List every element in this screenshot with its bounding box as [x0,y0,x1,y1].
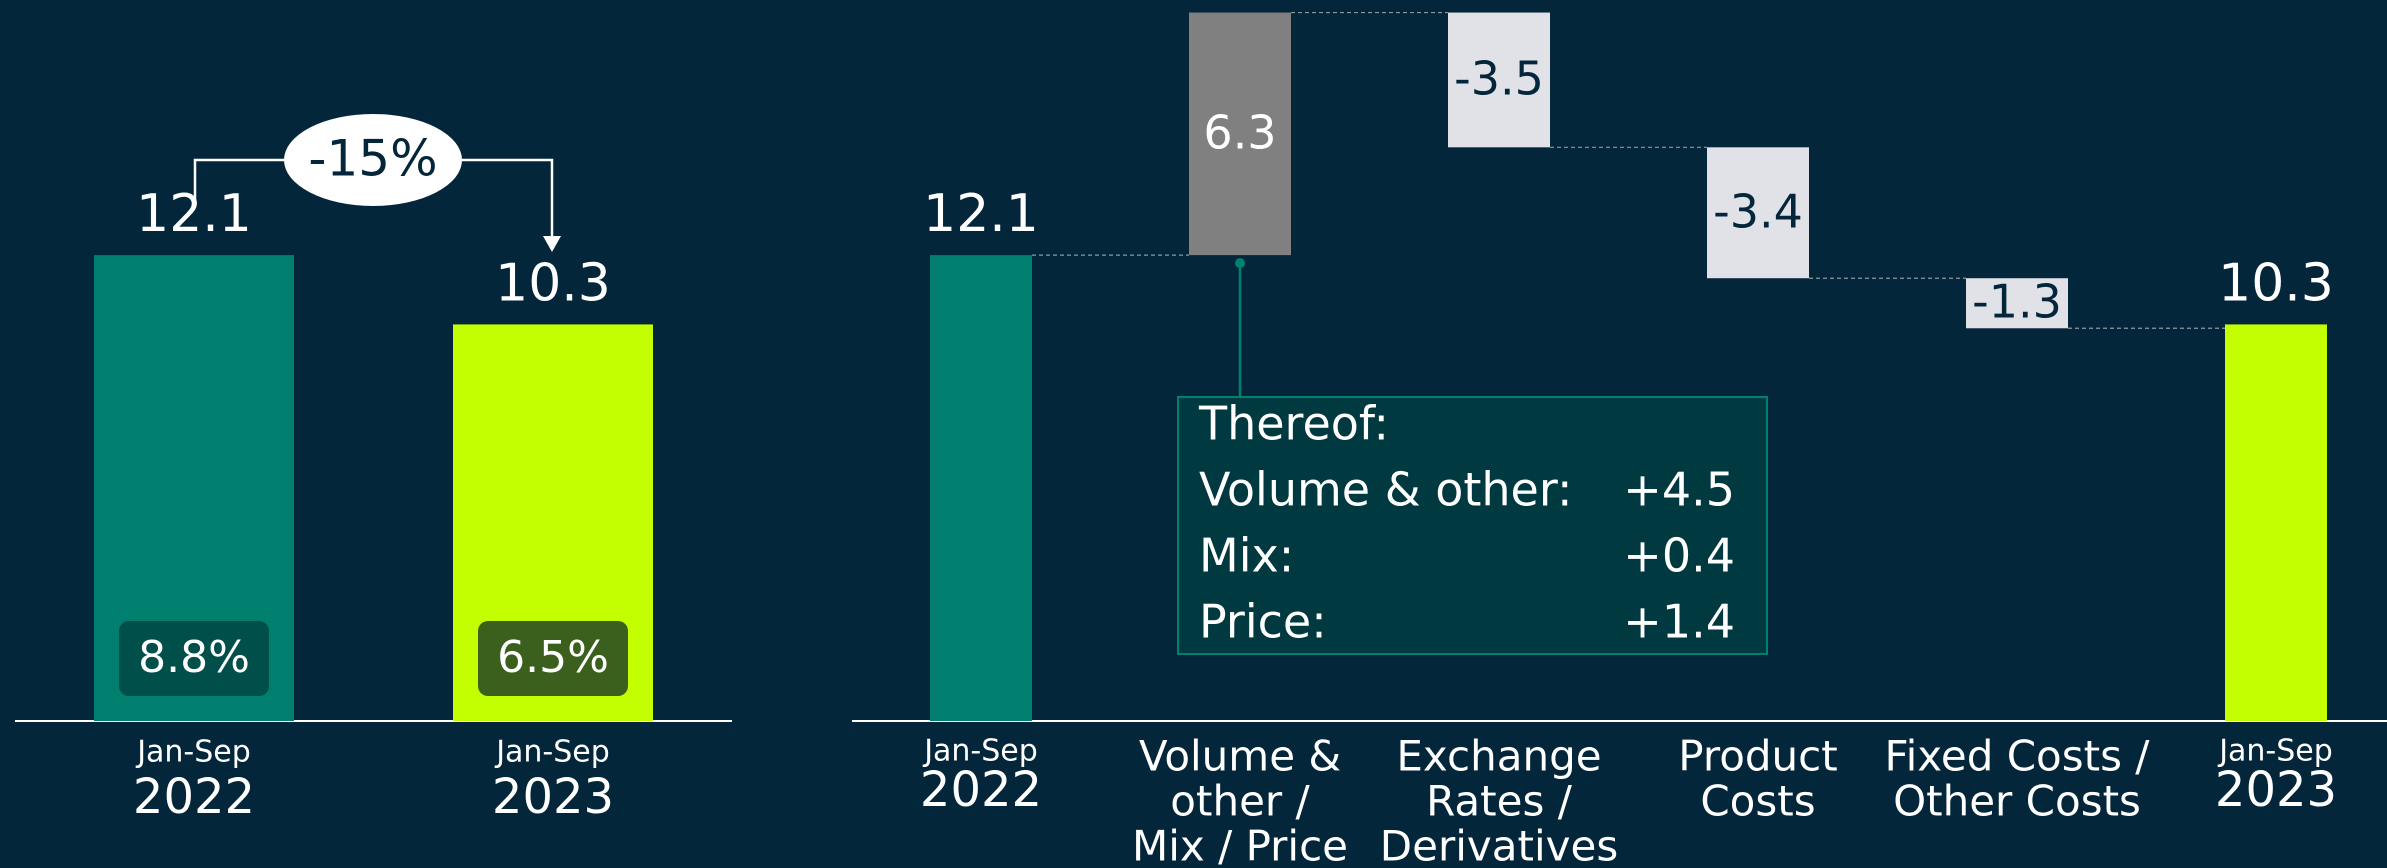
breakdown-label: Mix: [1199,529,1294,583]
value-label: -1.3 [1972,275,2062,329]
bar [1966,278,2068,329]
category-label: Costs [1700,777,1815,826]
category-year: 2023 [492,769,614,825]
value-label: 12.1 [923,184,1039,244]
breakdown-value: +0.4 [1623,529,1735,583]
value-label: -3.4 [1713,184,1803,238]
value-label: -3.5 [1454,51,1544,105]
value-label: 6.3 [1203,105,1276,159]
breakdown-value: +1.4 [1623,595,1735,649]
bar [1707,147,1809,279]
category-period: Jan-Sep [494,735,610,770]
category-period: Jan-Sep [922,734,1038,769]
value-label: 10.3 [2218,253,2334,313]
change-label: -15% [308,130,437,188]
breakdown-dot [1235,258,1245,269]
category-label: Mix / Price [1132,822,1348,868]
category-label: Rates / [1426,777,1573,826]
category-label: Product [1678,732,1837,781]
bar [1448,12,1550,148]
margin-label: 6.5% [497,632,609,683]
category-label: Derivatives [1380,822,1618,868]
margin-box [119,621,269,696]
category-year: 2022 [920,762,1042,818]
breakdown-label: Volume & other: [1199,463,1572,517]
category-year: 2022 [133,769,255,825]
category-label: Exchange [1396,732,1601,781]
breakdown-box [1177,396,1768,655]
category-label: Volume & [1139,732,1341,781]
category-period: Jan-Sep [2217,734,2333,769]
breakdown-value: +4.5 [1623,463,1735,517]
category-period: Jan-Sep [135,735,251,770]
category-year: 2023 [2215,762,2337,818]
breakdown-label: Price: [1199,595,1327,649]
bar [1189,12,1291,256]
value-label: 10.3 [495,253,611,313]
arrow-head [543,236,561,252]
bar [2225,324,2327,721]
bar [930,255,1032,721]
category-label: Fixed Costs / [1885,732,2151,781]
margin-box [478,621,628,696]
category-label: Other Costs [1893,777,2141,826]
margin-label: 8.8% [138,632,250,683]
change-badge [284,114,462,206]
category-label: other / [1170,777,1310,826]
breakdown-title: Thereof: [1198,397,1389,451]
